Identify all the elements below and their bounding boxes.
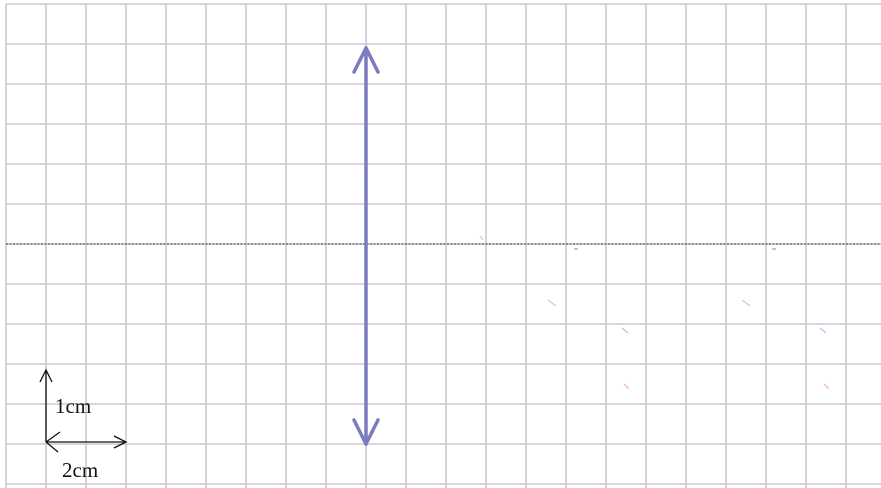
scale-indicator: 1cm 2cm — [39, 368, 128, 482]
scale-corner-tick — [45, 441, 59, 453]
ray-speck — [623, 383, 630, 390]
scale-horizontal-label: 2cm — [62, 458, 98, 482]
ray-speck — [547, 299, 557, 307]
lens-bottom-arrowhead — [352, 418, 380, 446]
scale-vertical-arrowhead — [39, 368, 53, 383]
ray-speck — [741, 299, 751, 307]
ray-speck — [479, 235, 484, 241]
scale-horizontal-arrowhead — [113, 435, 128, 449]
scale-vertical-label: 1cm — [55, 394, 91, 418]
lens-top-arrowhead — [352, 46, 380, 74]
ray-speck — [823, 383, 830, 390]
scale-corner-tick — [45, 431, 61, 443]
ray-speck — [621, 327, 629, 334]
convex-lens — [352, 46, 380, 446]
ray-speck — [819, 327, 827, 334]
